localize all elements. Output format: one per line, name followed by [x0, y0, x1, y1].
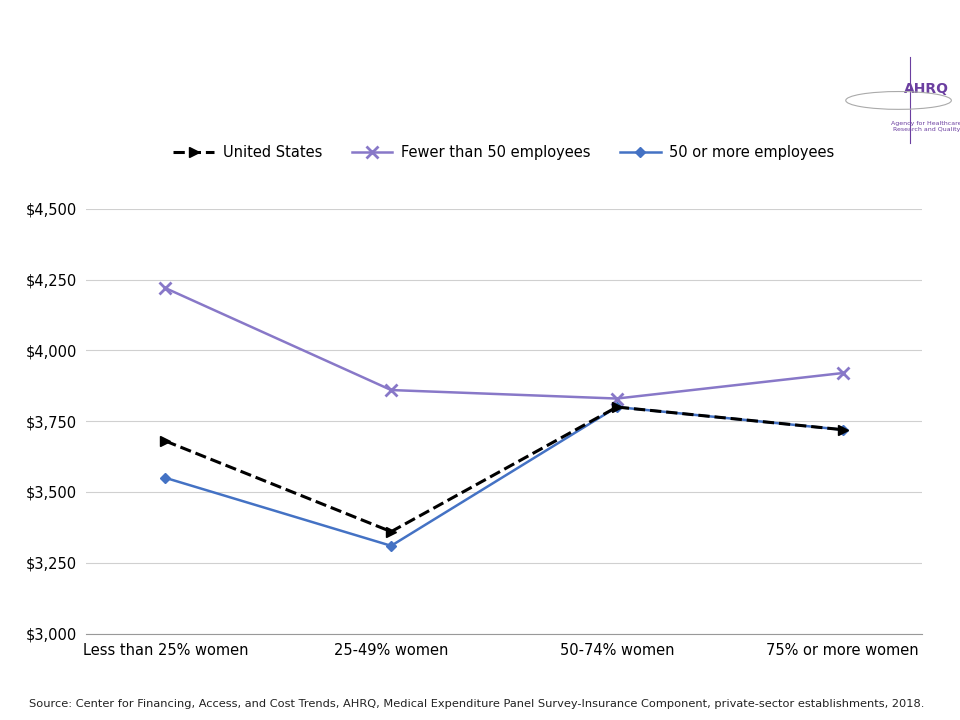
Ellipse shape: [821, 16, 960, 308]
Legend: United States, Fewer than 50 employees, 50 or more employees: United States, Fewer than 50 employees, …: [168, 140, 840, 166]
Text: Source: Center for Financing, Access, and Cost Trends, AHRQ, Medical Expenditure: Source: Center for Financing, Access, an…: [29, 699, 924, 709]
Text: Agency for Healthcare
Research and Quality: Agency for Healthcare Research and Quali…: [891, 120, 960, 132]
Text: AHRQ: AHRQ: [904, 82, 948, 96]
Text: Figure 5. Average annual employee contribution (in dollars) for employee-: Figure 5. Average annual employee contri…: [29, 39, 849, 58]
Text: plus-one coverage, by firm size and percentage women employees, 2018: plus-one coverage, by firm size and perc…: [29, 96, 832, 114]
